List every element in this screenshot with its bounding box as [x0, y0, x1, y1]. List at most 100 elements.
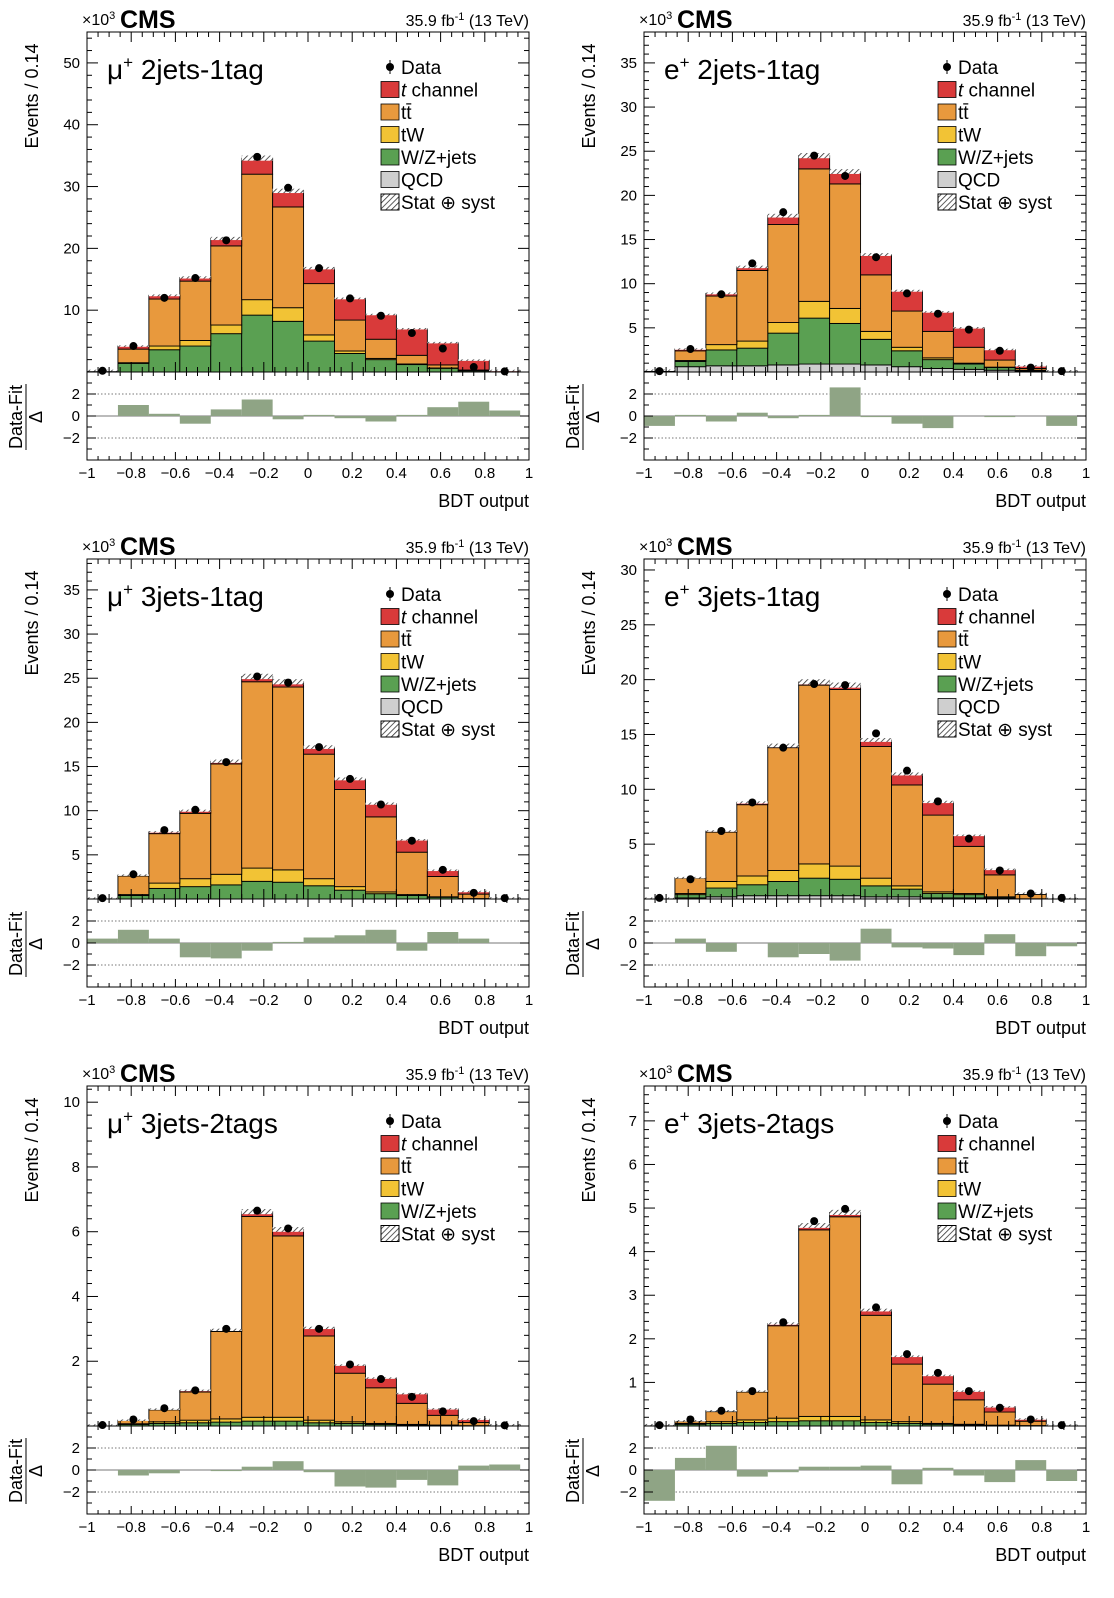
- bar-WZjets-6: [272, 881, 305, 900]
- ratio-y-tick-label: −2: [63, 1484, 80, 1501]
- ratio-y-tick-label: 2: [72, 1440, 80, 1457]
- pull-bar-9: [365, 1470, 397, 1488]
- ratio-y-tick-label: 0: [72, 408, 80, 425]
- data-point-1: [129, 342, 138, 351]
- data-point-10: [964, 325, 973, 334]
- bar-ttbar-10: [952, 1399, 985, 1425]
- pull-bar-2: [705, 416, 737, 422]
- pull-bar-12: [458, 401, 490, 416]
- ratio-panel: −2 0 2: [63, 371, 530, 461]
- pull-bar-11: [984, 416, 1016, 418]
- bar-ttbar-7: [303, 753, 335, 880]
- legend-label: QCD: [958, 171, 1000, 192]
- bar-WZjets-10: [395, 364, 428, 373]
- legend-hatch-swatch: [380, 193, 400, 211]
- x-tick-label: −0.2: [806, 465, 836, 482]
- bar-ttbar-11: [983, 874, 1016, 898]
- data-point-13: [1057, 367, 1066, 376]
- scale-label: ×103: [639, 1064, 672, 1083]
- bar-ttbar-5: [241, 173, 274, 301]
- cms-label: CMS: [120, 533, 176, 561]
- legend-label: Stat ⊕ syst: [958, 193, 1053, 214]
- bar-QCD-4: [767, 364, 800, 373]
- legend-hatch-swatch: [937, 193, 957, 211]
- y-axis-label: Events / 0.14: [579, 570, 599, 675]
- data-point-8: [345, 774, 354, 783]
- y-tick-label: 30: [63, 179, 80, 196]
- legend-swatch-QCD: [380, 698, 400, 715]
- y-tick-label: 7: [629, 1113, 637, 1130]
- bar-WZjets-6: [272, 1420, 305, 1427]
- legend-label: tt̄: [401, 103, 412, 124]
- ratio-y-tick-label: 2: [72, 386, 80, 403]
- bar-ttbar-1: [117, 875, 150, 896]
- x-tick-label: −0.4: [205, 992, 235, 1009]
- legend-label: tW: [958, 1180, 981, 1201]
- x-ticks: −1 −0.8 −0.6 −0.4 −0.2 0 0.2 0.4 0.6 0.8 1: [78, 559, 533, 1009]
- bar-ttbar-2: [705, 831, 738, 882]
- pull-bar-11: [427, 932, 459, 943]
- ratio-y-tick-label: −2: [63, 430, 80, 447]
- pull-bar-9: [365, 929, 397, 943]
- bar-WZjets-1: [674, 894, 707, 899]
- x-tick-label: 0.4: [943, 465, 964, 482]
- ratio-label-numerator: Data-Fit: [563, 1439, 583, 1503]
- legend-swatch-ttbar: [937, 630, 957, 648]
- ratio-y-label: Data-Fit Δ: [6, 1438, 46, 1504]
- legend-hatch-swatch: [380, 1225, 400, 1242]
- legend-label: Stat ⊕ syst: [958, 1225, 1053, 1246]
- y-tick-label: 5: [72, 847, 80, 864]
- legend-hatch-swatch: [380, 720, 400, 738]
- data-point-7: [872, 253, 881, 262]
- bar-ttbar-10: [395, 354, 428, 365]
- x-ticks: −1 −0.8 −0.6 −0.4 −0.2 0 0.2 0.4 0.6 0.8 1: [78, 32, 533, 482]
- pull-bar-2: [148, 413, 180, 416]
- pull-bar-2: [148, 1470, 180, 1474]
- pull-bar-2: [148, 938, 180, 943]
- series-ttbar: [643, 1216, 1078, 1427]
- y-tick-label: 1: [629, 1374, 637, 1391]
- pull-bar-6: [272, 416, 304, 420]
- legend-label: Data: [401, 585, 442, 606]
- legend-swatch-tW: [380, 126, 400, 143]
- bar-tW-5: [241, 1416, 274, 1422]
- y-tick-label: 15: [63, 759, 80, 776]
- x-tick-label: 0.4: [386, 465, 407, 482]
- data-point-3: [191, 1386, 200, 1395]
- bar-QCD-6: [829, 363, 862, 373]
- x-tick-label: −0.4: [762, 992, 792, 1009]
- scale-label: ×103: [639, 537, 672, 556]
- data-point-6: [284, 678, 293, 687]
- chart-panel-bottom-right: CMS ×103 35.9 fb-1 (13 TeV) Events / 0.14 1 2…: [563, 1060, 1090, 1565]
- data-point-7: [872, 729, 881, 738]
- bar-QCD-1: [674, 366, 707, 373]
- pull-bar-0: [87, 938, 118, 943]
- pull-bar-8: [334, 416, 366, 419]
- bar-WZjets-5: [798, 1420, 831, 1427]
- x-tick-label: −0.6: [718, 992, 748, 1009]
- legend-label: tt̄: [958, 1157, 969, 1178]
- y-ticks: 1 2 3 4 5 6 7: [629, 1085, 1086, 1427]
- x-tick-label: 0.8: [474, 992, 495, 1009]
- pull-bar-12: [458, 938, 490, 943]
- chart-panel-middle-right: CMS ×103 35.9 fb-1 (13 TeV) Events / 0.14 5 1…: [563, 533, 1090, 1038]
- legend-label: QCD: [401, 698, 443, 719]
- bar-tW-4: [210, 1418, 243, 1423]
- legend-label: tt̄: [958, 630, 969, 651]
- ratio-label-numerator: Data-Fit: [563, 385, 583, 449]
- x-tick-label: −0.2: [249, 1519, 279, 1536]
- bar-WZjets-8: [891, 888, 923, 898]
- x-tick-label: 0.4: [386, 1519, 407, 1536]
- bar-tW-3: [179, 340, 212, 347]
- legend-label: Data: [958, 58, 999, 79]
- data-point-7: [315, 1324, 324, 1333]
- x-tick-label: 0: [861, 1519, 869, 1536]
- channel-label: μ+ 3jets-2tags: [107, 1107, 278, 1139]
- legend-label: tW: [958, 126, 981, 147]
- data-point-6: [284, 183, 293, 192]
- bar-WZjets-7: [303, 340, 335, 373]
- y-axis-label: Events / 0.14: [579, 1097, 599, 1202]
- data-point-9: [933, 309, 942, 318]
- bar-ttbar-4: [210, 1330, 243, 1420]
